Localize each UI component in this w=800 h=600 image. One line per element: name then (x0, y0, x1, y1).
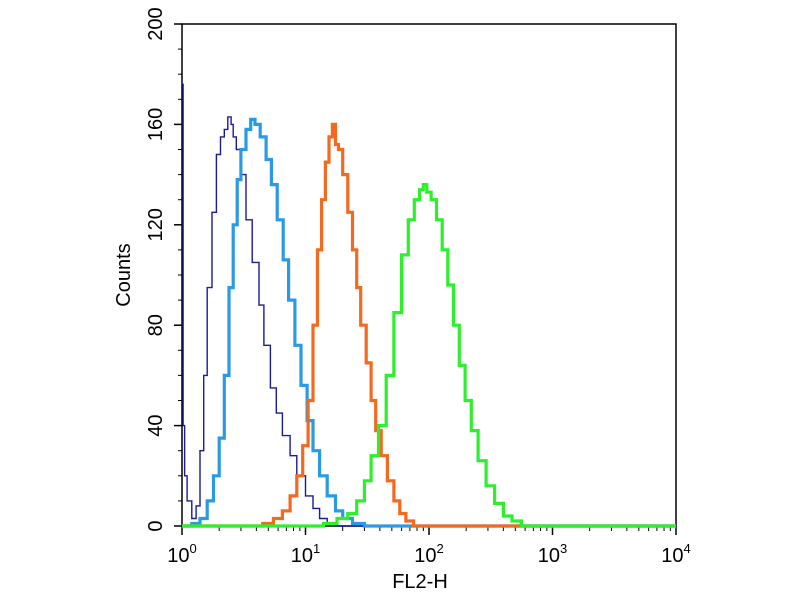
x-tick-exponent: 4 (684, 541, 691, 556)
y-tick-label: 40 (145, 414, 167, 436)
x-tick-exponent: 1 (313, 541, 320, 556)
y-axis-ticks: 0 40 80 120 160 200 (145, 7, 182, 532)
x-tick-exponent: 0 (190, 541, 197, 556)
x-tick-base: 10 (661, 545, 683, 567)
histogram-series-1 (182, 83, 676, 527)
histogram-series-2 (182, 117, 676, 528)
x-tick-exponent: 3 (560, 541, 567, 556)
histogram-series-3 (182, 122, 676, 528)
x-tick-label: 102 (414, 541, 443, 567)
y-axis-title: Counts (113, 243, 135, 306)
y-tick-label: 80 (145, 314, 167, 336)
x-tick-base: 10 (538, 545, 560, 567)
x-tick-label: 104 (661, 541, 690, 567)
plot-frame (181, 23, 677, 527)
series-layer (182, 83, 676, 528)
y-tick-label: 160 (145, 108, 167, 141)
x-tick-base: 10 (167, 545, 189, 567)
x-tick-base: 10 (414, 545, 436, 567)
x-axis-ticks: 100 101 102 103 104 (167, 526, 691, 567)
y-tick-label: 120 (145, 208, 167, 241)
y-tick-label: 0 (145, 520, 167, 531)
x-axis-title: FL2-H (392, 571, 448, 593)
x-tick-base: 10 (291, 545, 313, 567)
x-tick-label: 103 (538, 541, 567, 567)
x-tick-exponent: 2 (437, 541, 444, 556)
x-tick-label: 100 (167, 541, 196, 567)
y-tick-label: 200 (145, 7, 167, 40)
histogram-series-4 (182, 183, 676, 528)
x-tick-label: 101 (291, 541, 320, 567)
